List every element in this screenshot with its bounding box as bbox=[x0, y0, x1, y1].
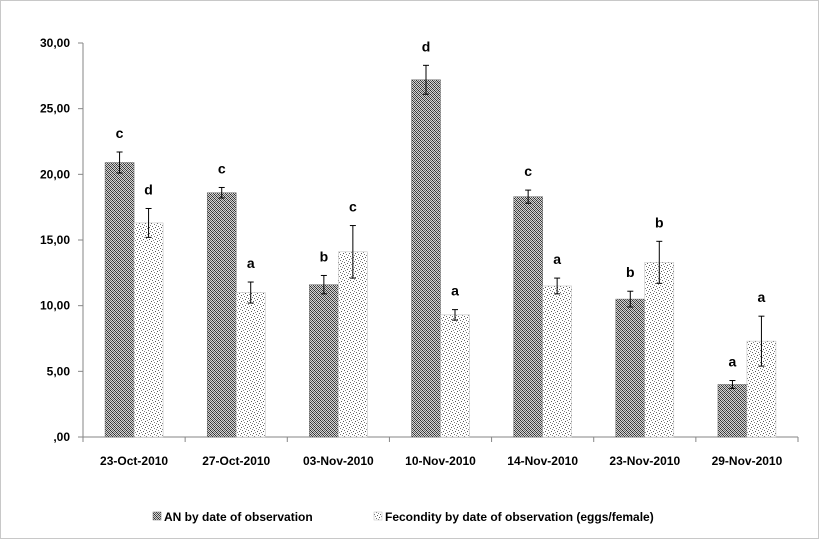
x-tick-label: 03-Nov-2010 bbox=[303, 454, 374, 468]
significance-label: b bbox=[320, 248, 329, 264]
significance-label: d bbox=[144, 181, 153, 197]
bar-series2 bbox=[644, 262, 675, 438]
labels: ,00 5,00 10,00 15,00 20,00 25,00 30,00 c d 23-Oct… bbox=[40, 36, 783, 468]
significance-label: c bbox=[349, 199, 357, 215]
legend-swatch-series2 bbox=[373, 511, 383, 521]
significance-label: d bbox=[422, 38, 431, 54]
legend-label: AN by date of observation bbox=[164, 510, 313, 524]
x-tick-label: 14-Nov-2010 bbox=[507, 454, 578, 468]
significance-label: a bbox=[729, 354, 737, 370]
y-tick-label: 15,00 bbox=[40, 233, 70, 247]
bar-series2 bbox=[235, 292, 266, 438]
significance-label: a bbox=[758, 289, 766, 305]
y-tick-label: ,00 bbox=[53, 430, 70, 444]
bar-series1 bbox=[513, 196, 543, 438]
y-tick-label: 20,00 bbox=[40, 167, 70, 181]
x-tick-label: 23-Nov-2010 bbox=[609, 454, 680, 468]
significance-label: a bbox=[247, 255, 255, 271]
bar-series1 bbox=[206, 192, 237, 438]
x-tick-label: 23-Oct-2010 bbox=[100, 454, 168, 468]
significance-label: b bbox=[655, 214, 664, 230]
significance-label: c bbox=[218, 160, 226, 176]
bar-series2 bbox=[133, 222, 164, 438]
bar-series2 bbox=[440, 314, 470, 438]
x-tick-label: 29-Nov-2010 bbox=[712, 454, 783, 468]
significance-label: a bbox=[451, 283, 459, 299]
bar-series1 bbox=[309, 284, 339, 438]
bar-series2 bbox=[338, 251, 368, 438]
bar-series1 bbox=[411, 79, 441, 438]
x-tick-label: 10-Nov-2010 bbox=[405, 454, 476, 468]
y-tick-label: 30,00 bbox=[40, 36, 70, 50]
significance-label: a bbox=[553, 251, 561, 267]
bars bbox=[104, 64, 777, 438]
bar-series2 bbox=[542, 285, 572, 438]
significance-label: c bbox=[116, 125, 124, 141]
bar-series1 bbox=[717, 384, 748, 438]
significance-label: c bbox=[524, 163, 532, 179]
legend-label: Fecondity by date of observation (eggs/f… bbox=[385, 510, 654, 524]
y-tick-label: 25,00 bbox=[40, 102, 70, 116]
legend-swatch-series1 bbox=[152, 511, 162, 521]
x-tick-label: 27-Oct-2010 bbox=[202, 454, 270, 468]
bar-series1 bbox=[104, 162, 135, 438]
bar-series1 bbox=[615, 298, 646, 438]
legend: AN by date of observation Fecondity by da… bbox=[152, 510, 654, 524]
significance-label: b bbox=[626, 264, 635, 280]
y-tick-label: 10,00 bbox=[40, 299, 70, 313]
y-tick-label: 5,00 bbox=[47, 364, 71, 378]
